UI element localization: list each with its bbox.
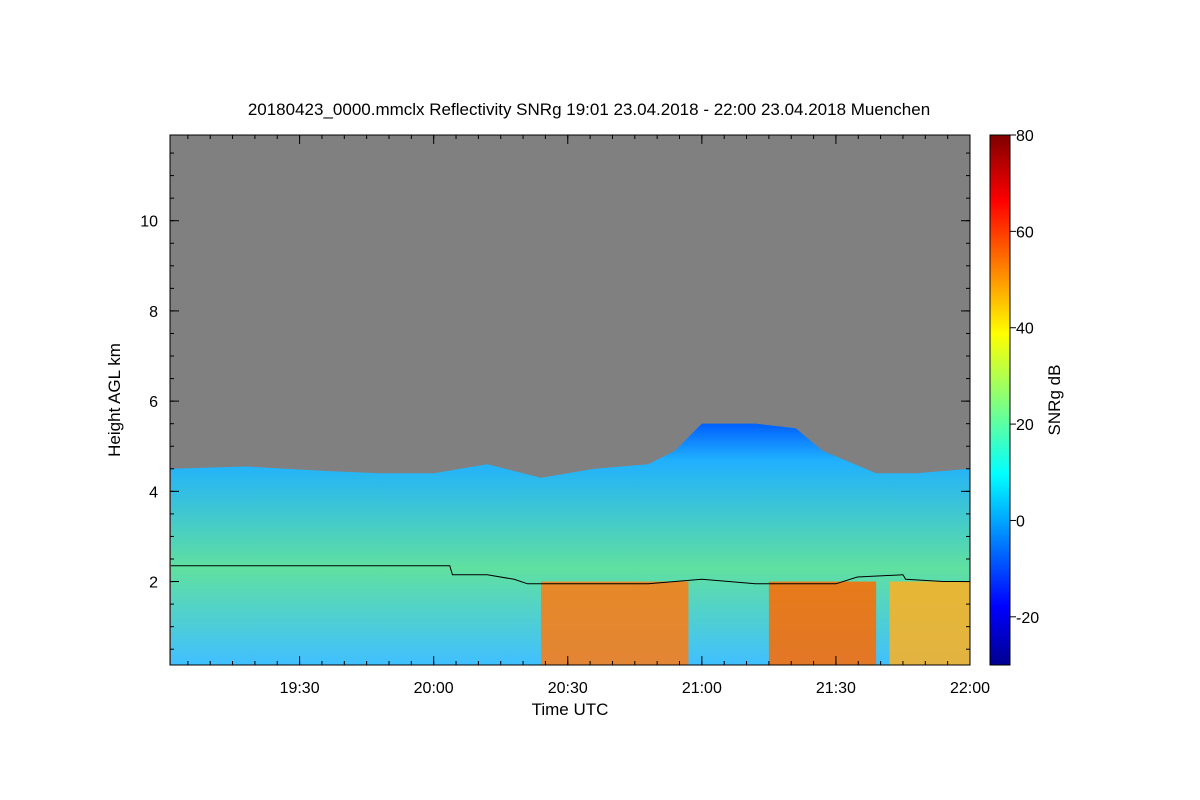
colorbar-label: SNRg dB: [1045, 365, 1064, 436]
series-line: [170, 565, 970, 585]
colorbar-tick-label: 80: [1016, 128, 1034, 145]
strong-echo-band: [540, 581, 689, 665]
colorbar-tick-label: 0: [1016, 513, 1025, 530]
colorbar-tick-label: 20: [1016, 417, 1034, 434]
x-tick-label: 21:00: [682, 680, 722, 697]
x-tick-label: 20:00: [414, 680, 454, 697]
y-tick-label: 4: [149, 484, 158, 501]
strong-echo-band: [889, 581, 970, 665]
x-tick-label: 19:30: [280, 680, 320, 697]
echo-layer: [170, 423, 970, 665]
strong-echo-band: [768, 581, 877, 665]
y-tick-label: 8: [149, 304, 158, 321]
y-axis-label: Height AGL km: [105, 343, 124, 457]
colorbar-gradient: [989, 134, 1011, 666]
y-tick-label: 6: [149, 394, 158, 411]
x-axis: 19:30 20:00 20:30 21:00 21:30 22:00: [187, 135, 990, 697]
x-tick-label: 20:30: [548, 680, 588, 697]
y-axis: 2 4 6 8 10: [140, 152, 970, 650]
y-tick-label: 2: [149, 575, 158, 592]
plot-frame: [169, 134, 971, 666]
colorbar-tick-label: 40: [1016, 321, 1034, 338]
colorbar-tick-label: 60: [1016, 224, 1034, 241]
x-axis-label: Time UTC: [532, 700, 609, 719]
plot-area: [169, 134, 971, 666]
x-tick-label: 21:30: [816, 680, 856, 697]
y-tick-label: 10: [140, 214, 158, 231]
chart-title: 20180423_0000.mmclx Reflectivity SNRg 19…: [248, 100, 930, 119]
colorbar: -20 0 20 40 60 80: [989, 128, 1039, 666]
colorbar-tick-label: -20: [1016, 610, 1039, 627]
x-tick-label: 22:00: [950, 680, 990, 697]
